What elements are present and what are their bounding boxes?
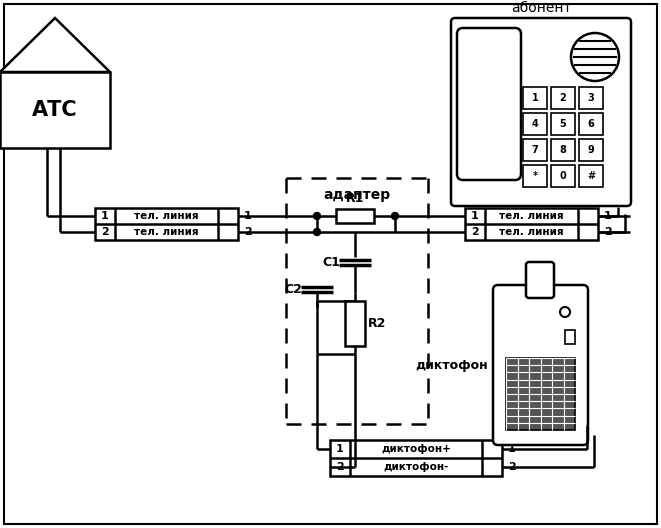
- Text: 2: 2: [508, 462, 516, 472]
- Text: 2: 2: [336, 462, 344, 472]
- Text: тел. линия: тел. линия: [499, 211, 564, 221]
- Circle shape: [571, 33, 619, 81]
- Bar: [565, 330, 575, 344]
- Text: R2: R2: [368, 317, 386, 330]
- Text: C1: C1: [322, 256, 340, 269]
- Bar: [95, 208, 238, 240]
- Text: диктофон: диктофон: [415, 359, 488, 372]
- Text: 9: 9: [588, 145, 594, 155]
- Bar: [551, 87, 575, 109]
- Text: 1: 1: [604, 211, 612, 221]
- Bar: [579, 139, 603, 161]
- Bar: [465, 208, 598, 240]
- Text: 1: 1: [531, 93, 538, 103]
- Bar: [579, 113, 603, 135]
- Text: 6: 6: [588, 119, 594, 129]
- Text: 0: 0: [560, 171, 566, 181]
- Text: 8: 8: [560, 145, 566, 155]
- Text: 1: 1: [101, 211, 109, 221]
- Text: 7: 7: [531, 145, 538, 155]
- Text: тел. линия: тел. линия: [134, 227, 199, 237]
- Text: тел. линия: тел. линия: [134, 211, 199, 221]
- FancyBboxPatch shape: [526, 262, 554, 298]
- Bar: [523, 139, 547, 161]
- Bar: [506, 358, 575, 430]
- Text: 2: 2: [560, 93, 566, 103]
- Text: 1: 1: [471, 211, 479, 221]
- FancyBboxPatch shape: [451, 18, 631, 206]
- Text: диктофон+: диктофон+: [381, 444, 451, 454]
- FancyBboxPatch shape: [493, 285, 588, 445]
- Text: абонент: абонент: [511, 1, 571, 15]
- Text: 2: 2: [604, 227, 612, 237]
- Text: 3: 3: [588, 93, 594, 103]
- Text: тел. линия: тел. линия: [499, 227, 564, 237]
- FancyBboxPatch shape: [457, 28, 521, 180]
- Bar: [0, 72, 110, 148]
- Text: 2: 2: [471, 227, 479, 237]
- Bar: [523, 113, 547, 135]
- Text: АТС: АТС: [32, 100, 78, 120]
- Circle shape: [560, 307, 570, 317]
- Text: 1: 1: [508, 444, 516, 454]
- Bar: [579, 165, 603, 187]
- Bar: [336, 209, 374, 223]
- Text: 2: 2: [101, 227, 109, 237]
- Text: 1: 1: [244, 211, 252, 221]
- Text: 2: 2: [244, 227, 252, 237]
- Text: R1: R1: [346, 193, 364, 205]
- Bar: [523, 87, 547, 109]
- Polygon shape: [0, 18, 110, 72]
- Text: 1: 1: [336, 444, 344, 454]
- Bar: [579, 87, 603, 109]
- Circle shape: [313, 229, 321, 235]
- Text: 4: 4: [531, 119, 538, 129]
- Bar: [330, 440, 502, 476]
- Bar: [551, 113, 575, 135]
- Bar: [345, 301, 365, 346]
- Text: 5: 5: [560, 119, 566, 129]
- Text: C2: C2: [284, 283, 302, 296]
- Text: диктофон-: диктофон-: [383, 462, 449, 472]
- Circle shape: [313, 212, 321, 220]
- Bar: [551, 165, 575, 187]
- Circle shape: [391, 212, 399, 220]
- Text: адаптер: адаптер: [323, 188, 391, 202]
- Text: *: *: [533, 171, 537, 181]
- Text: #: #: [587, 171, 595, 181]
- Bar: [551, 139, 575, 161]
- Bar: [523, 165, 547, 187]
